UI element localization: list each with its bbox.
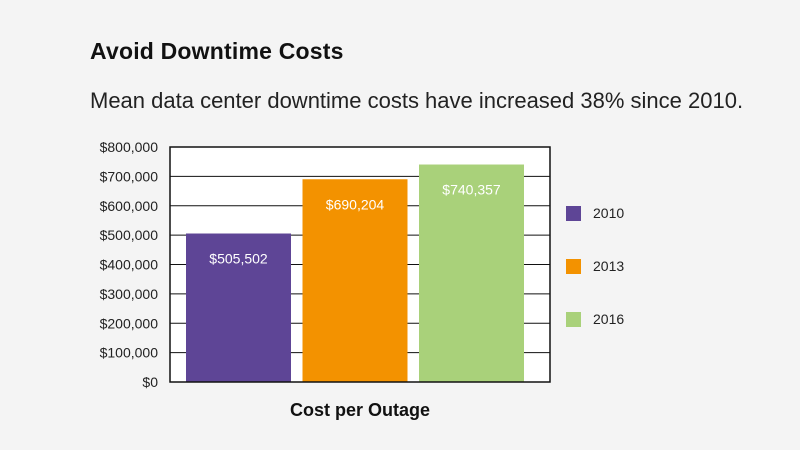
y-tick-label: $300,000 bbox=[100, 286, 159, 302]
legend-label-2013: 2013 bbox=[593, 258, 625, 274]
bar-2016 bbox=[419, 164, 524, 382]
y-tick-label: $700,000 bbox=[100, 168, 159, 184]
legend-item-2010: 2010 bbox=[566, 203, 706, 223]
bar-value-label-2016: $740,357 bbox=[442, 182, 501, 198]
bar-value-label-2013: $690,204 bbox=[326, 196, 385, 212]
y-tick-label: $100,000 bbox=[100, 345, 159, 361]
legend-item-2013: 2013 bbox=[566, 256, 706, 276]
legend-swatch-2016 bbox=[566, 311, 581, 327]
legend-swatch-2010 bbox=[566, 205, 581, 221]
bar-2010 bbox=[186, 233, 291, 382]
x-axis-label: Cost per Outage bbox=[289, 400, 431, 420]
plot-border bbox=[169, 146, 551, 383]
bar-value-label-2010: $505,502 bbox=[209, 251, 268, 267]
chart-subtitle: Mean data center downtime costs have inc… bbox=[90, 88, 744, 113]
y-tick-label: $800,000 bbox=[100, 139, 159, 155]
legend-label-2010: 2010 bbox=[593, 205, 625, 221]
y-tick-label: $600,000 bbox=[100, 198, 159, 214]
y-tick-label: $500,000 bbox=[100, 227, 159, 243]
legend-swatch-2013 bbox=[566, 258, 581, 274]
y-tick-label: $400,000 bbox=[100, 257, 159, 273]
y-tick-label: $200,000 bbox=[100, 315, 159, 331]
y-tick-label: $0 bbox=[142, 374, 158, 390]
bar-2013 bbox=[302, 179, 408, 382]
legend-item-2016: 2016 bbox=[566, 309, 706, 329]
chart-title: Avoid Downtime Costs bbox=[90, 38, 344, 64]
legend-label-2016: 2016 bbox=[593, 311, 625, 327]
